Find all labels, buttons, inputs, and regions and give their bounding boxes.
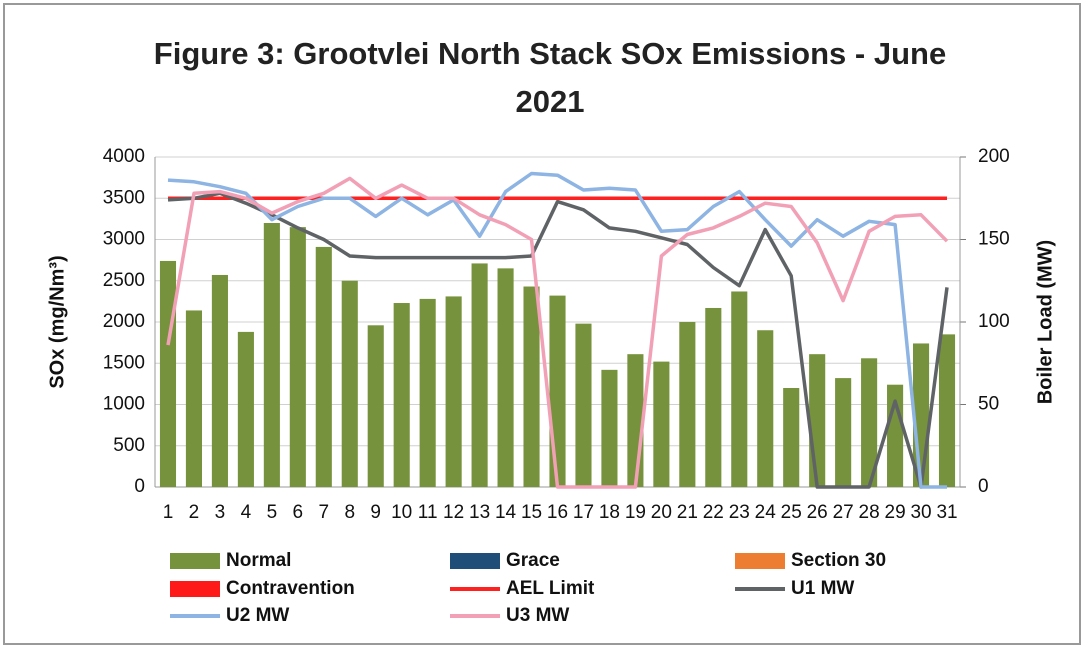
bar [159,260,177,487]
bar [237,331,254,487]
x-tick-label: 29 [885,502,906,523]
x-tick-label: 25 [781,502,802,523]
legend-label: U3 MW [506,605,569,626]
x-tick-label: 30 [910,502,931,523]
x-tick-label: 9 [370,502,381,523]
x-tick-label: 11 [418,502,438,523]
bar [938,334,956,487]
x-tick-label: 18 [599,502,620,523]
line-series [167,171,947,489]
line-series [167,191,949,489]
bar [731,291,748,487]
legend-swatch [170,553,220,569]
x-tick-label: 24 [755,502,777,523]
y-tick-label: 1500 [103,352,145,373]
y-tick-label: 2000 [103,311,145,332]
legend-label: U1 MW [791,578,854,599]
y-tick-label: 500 [113,435,145,456]
y-tick-label: 1000 [103,394,145,415]
y2-tick-label: 100 [978,311,1010,332]
x-tick-label: 13 [469,502,490,523]
bar [393,303,410,487]
x-tick-label: 19 [625,502,646,523]
bar [835,378,852,487]
y-tick-label: 4000 [103,146,145,167]
legend-swatch [170,581,220,597]
x-tick-label: 14 [495,502,517,523]
x-tick-label: 10 [391,502,412,523]
x-tick-label: 31 [936,502,957,523]
x-tick-label: 5 [267,502,278,523]
y2-tick-label: 150 [978,229,1010,250]
chart-title: Figure 3: Grootvlei North Stack SOx Emis… [153,36,947,119]
y2-tick-label: 0 [978,476,989,497]
x-tick-label: 23 [729,502,750,523]
bar [575,323,592,487]
bar [419,298,436,487]
bar [783,388,800,487]
bar [705,307,722,487]
x-tick-label: 4 [241,502,252,523]
x-tick-label: 20 [651,502,672,523]
y-axis-label: SOx (mg/Nm³) [46,255,68,388]
bar [861,358,878,487]
y-tick-label: 2500 [103,270,145,291]
line-series [166,176,949,489]
bar [445,296,462,487]
legend-label: Grace [506,550,560,571]
bar [367,325,384,487]
bar [211,274,228,487]
x-tick-label: 28 [859,502,880,523]
legend-swatch [450,553,500,569]
bar [653,361,670,487]
x-tick-label: 2 [189,502,200,523]
y-tick-label: 0 [134,476,145,497]
frame [3,3,1081,645]
x-tick-label: 7 [319,502,330,523]
bar [601,369,618,487]
bar [497,268,514,487]
bar [549,295,566,487]
x-tick-label: 8 [344,502,355,523]
x-tick-label: 12 [443,502,464,523]
y2-tick-label: 50 [978,394,999,415]
x-tick-label: 27 [833,502,854,523]
y-tick-label: 3500 [103,187,145,208]
legend-label: U2 MW [226,605,289,626]
legend-label: Contravention [226,578,355,599]
bar [523,286,540,487]
y2-tick-label: 200 [978,146,1010,167]
x-tick-label: 1 [163,502,174,523]
x-tick-label: 6 [293,502,304,523]
legend-label: Normal [226,550,291,571]
y2-axis-label: Boiler Load (MW) [1034,240,1056,404]
legend-label: Section 30 [791,550,886,571]
legend-swatch [735,553,785,569]
bar [289,227,306,487]
bar [627,354,644,487]
bar [471,263,488,487]
bar [263,223,280,487]
x-tick-label: 16 [547,502,568,523]
x-tick-label: 22 [703,502,724,523]
x-tick-label: 26 [807,502,828,523]
legend-label: AEL Limit [506,578,595,599]
bar [341,280,358,487]
bar [757,330,774,487]
x-tick-label: 15 [521,502,542,523]
x-tick-label: 17 [573,502,594,523]
bar [809,354,826,487]
x-tick-label: 21 [677,502,698,523]
bar [315,246,332,487]
y-tick-label: 3000 [103,229,145,250]
bar [185,310,203,487]
x-tick-label: 3 [215,502,226,523]
bar [679,322,696,487]
